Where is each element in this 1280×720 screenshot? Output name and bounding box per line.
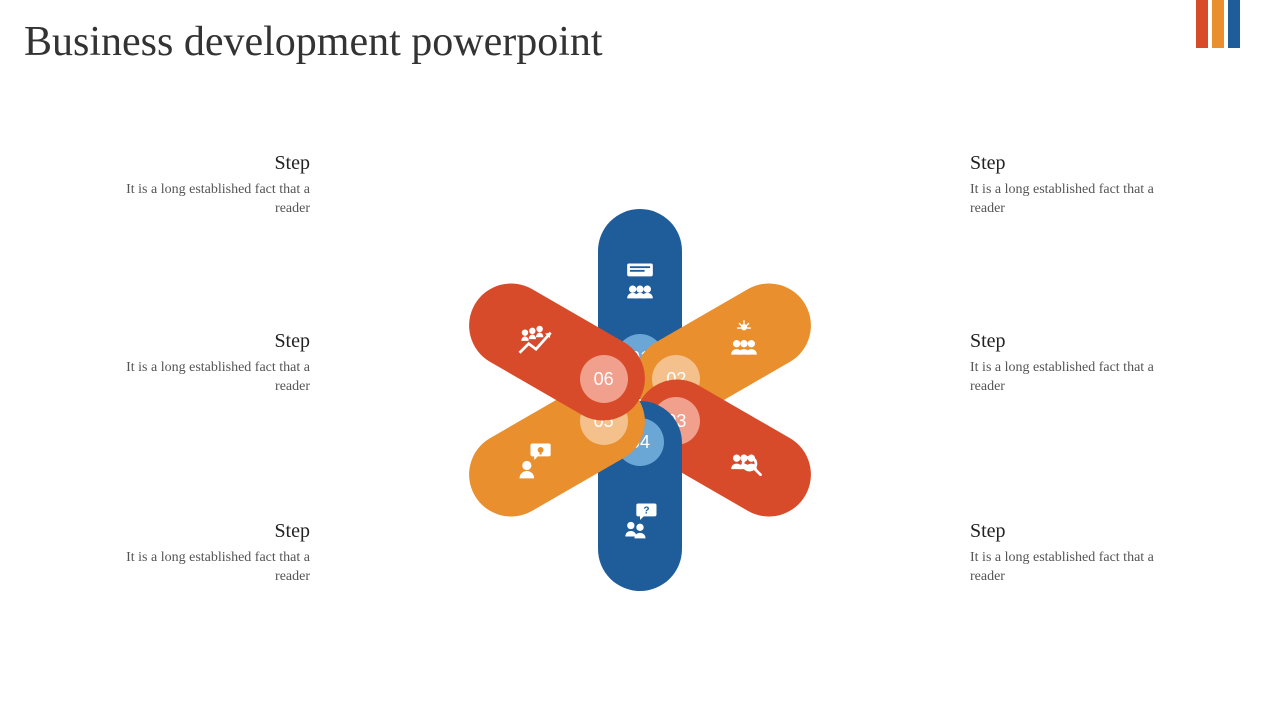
step-desc: It is a long established fact that a rea… (100, 549, 310, 587)
step-block-ml: Step It is a long established fact that a… (100, 330, 310, 397)
step-block-mr: Step It is a long established fact that a… (970, 330, 1180, 397)
step-desc: It is a long established fact that a rea… (970, 181, 1180, 219)
petal-number-06: 06 (580, 355, 628, 403)
faq-icon: ? (618, 498, 662, 542)
step-block-bl: Step It is a long established fact that a… (100, 520, 310, 587)
team-idea-icon (722, 318, 766, 362)
presentation-icon (618, 258, 662, 302)
step-title: Step (970, 152, 1180, 175)
step-desc: It is a long established fact that a rea… (100, 181, 310, 219)
step-title: Step (970, 520, 1180, 543)
step-title: Step (100, 330, 310, 353)
step-desc: It is a long established fact that a rea… (100, 359, 310, 397)
step-title: Step (970, 330, 1180, 353)
growth-icon (514, 318, 558, 362)
step-title: Step (100, 152, 310, 175)
svg-text:?: ? (643, 506, 649, 517)
step-block-br: Step It is a long established fact that a… (970, 520, 1180, 587)
step-desc: It is a long established fact that a rea… (970, 359, 1180, 397)
step-block-tl: Step It is a long established fact that a… (100, 152, 310, 219)
idea-talk-icon (514, 438, 558, 482)
step-block-tr: Step It is a long established fact that a… (970, 152, 1180, 219)
step-desc: It is a long established fact that a rea… (970, 549, 1180, 587)
step-title: Step (100, 520, 310, 543)
team-search-icon (722, 438, 766, 482)
